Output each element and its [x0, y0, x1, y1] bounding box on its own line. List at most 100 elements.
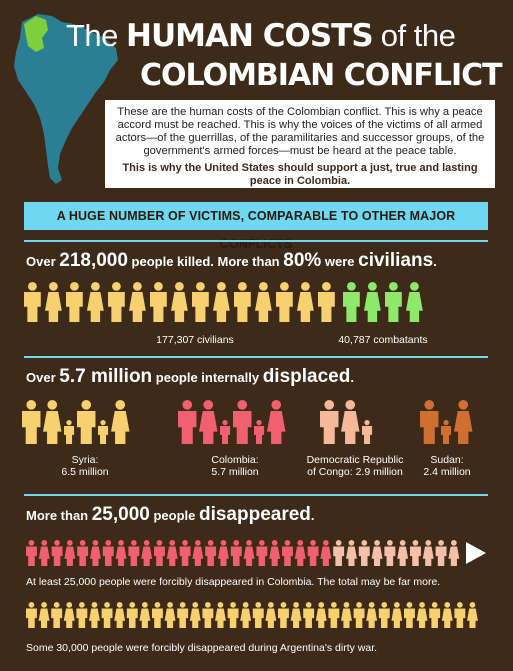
- civilian-figure: [66, 282, 83, 322]
- disappeared-figure-argentina: [441, 602, 453, 628]
- civilian-figure: [108, 282, 125, 322]
- disappeared-figure-colombia: [384, 540, 396, 566]
- south-america-shape: [14, 14, 118, 184]
- civilians-label: 177,307 civilians: [156, 334, 234, 346]
- disappeared-word: disappeared: [198, 504, 311, 525]
- civilian-figure: [171, 282, 188, 322]
- disappeared-figure-colombia: [243, 540, 255, 566]
- disappeared-figure-argentina: [467, 602, 478, 628]
- woman-figure: [267, 400, 286, 444]
- page-title-line2: COLOMBIAN CONFLICT: [140, 58, 503, 93]
- civilian-figure: [213, 282, 230, 322]
- disappeared-figure-colombia: [51, 540, 63, 566]
- disappeared-figure-colombia: [371, 540, 383, 566]
- disappeared-figure-colombia: [77, 540, 89, 566]
- disappeared-figure-colombia: [192, 540, 204, 566]
- disappeared-figure-argentina: [26, 602, 37, 628]
- colombia-label-2: 5.7 million: [211, 466, 259, 478]
- disappeared-figure-colombia: [410, 540, 421, 566]
- colombia-shape: [24, 16, 48, 52]
- civilian-figure: [129, 282, 146, 322]
- disappeared-figure-colombia: [205, 540, 217, 566]
- disappeared-figure-argentina: [152, 602, 163, 628]
- woman-figure: [341, 400, 360, 444]
- disappeared-figure-argentina: [215, 602, 226, 628]
- civilian-figure: [234, 282, 251, 322]
- colombia-label-1: Colombia:: [211, 454, 259, 466]
- disappeared-figure-colombia: [90, 540, 101, 566]
- civilian-figure: [255, 282, 272, 322]
- man-figure: [420, 400, 439, 444]
- killed-pre: Over: [26, 254, 60, 269]
- disappeared-figure-colombia: [141, 540, 153, 566]
- disappeared-figure-argentina: [353, 602, 365, 628]
- disappeared-figure-argentina: [89, 602, 100, 628]
- woman-figure: [199, 400, 218, 444]
- displaced-word: displaced: [262, 366, 351, 387]
- combatants-label: 40,787 combatants: [338, 334, 428, 346]
- disappeared-figure-argentina: [366, 602, 378, 628]
- disappeared-figure-colombia: [256, 540, 268, 566]
- disappeared-figure-colombia: [128, 540, 140, 566]
- argentina-disappeared-text: Some 30,000 people were forcibly disappe…: [26, 642, 378, 654]
- disappeared-heading: More than 25,000 people disappeared.: [26, 504, 315, 526]
- title-main: HUMAN COSTS: [126, 18, 374, 54]
- disappeared-figure-argentina: [139, 602, 151, 628]
- disappeared-figure-argentina: [328, 602, 340, 628]
- disappeared-figure-colombia: [64, 540, 76, 566]
- killed-number: 218,000: [59, 250, 128, 271]
- disappeared-figure-colombia: [166, 540, 178, 566]
- argentina-disappeared-figures: [26, 602, 478, 628]
- disappeared-figure-argentina: [177, 602, 189, 628]
- disappeared-figure-argentina: [164, 602, 176, 628]
- killed-mid2: were: [321, 254, 359, 269]
- syria-label: Syria: 6.5 million: [40, 454, 130, 478]
- combatant-figure: [364, 282, 381, 322]
- disappeared-figure-argentina: [126, 602, 138, 628]
- civilian-figure: [318, 282, 335, 322]
- man-figure: [77, 400, 96, 444]
- disappeared-figure-argentina: [416, 602, 428, 628]
- disappeared-figure-argentina: [404, 602, 415, 628]
- disappeared-figure-argentina: [76, 602, 88, 628]
- disappeared-figure-argentina: [303, 602, 315, 628]
- disappeared-figure-argentina: [114, 602, 126, 628]
- killed-end: .: [433, 254, 437, 269]
- disappeared-figure-argentina: [391, 602, 403, 628]
- disappeared-figure-colombia: [179, 540, 191, 566]
- woman-figure: [111, 400, 130, 444]
- colombia-disappeared-text: At least 25,000 people were forcibly dis…: [26, 576, 441, 588]
- title-suffix: of the: [380, 18, 456, 53]
- combatant-figure: [343, 282, 360, 322]
- combatant-figure: [385, 282, 402, 322]
- disappeared-figure-argentina: [290, 602, 302, 628]
- disappeared-figure-argentina: [454, 602, 466, 628]
- intro-body: These are the human costs of the Colombi…: [115, 106, 485, 157]
- child-figure: [220, 420, 231, 444]
- civilian-figure: [276, 282, 293, 322]
- disappeared-figure-colombia: [282, 540, 293, 566]
- civilian-figure: [87, 282, 104, 322]
- child-figure: [362, 420, 373, 444]
- disappeared-figure-argentina: [240, 602, 252, 628]
- disappeared-figure-colombia: [307, 540, 319, 566]
- disappeared-figure-argentina: [341, 602, 352, 628]
- disappeared-figure-argentina: [265, 602, 277, 628]
- divider: [24, 494, 488, 496]
- sudan-label-1: Sudan:: [430, 454, 464, 466]
- divider: [24, 240, 488, 242]
- disappeared-figure-argentina: [63, 602, 75, 628]
- displaced-heading: Over 5.7 million people internally displ…: [26, 366, 354, 388]
- civilian-figure: [150, 282, 167, 322]
- disappeared-figure-colombia: [26, 540, 37, 566]
- disappeared-figure-colombia: [294, 540, 306, 566]
- child-figure: [64, 420, 75, 444]
- colombia-disappeared-figures: [26, 540, 486, 566]
- congo-label-2: of Congo: 2.9 million: [307, 466, 403, 478]
- disappeared-figure-colombia: [346, 540, 357, 566]
- civilian-figure: [192, 282, 209, 322]
- combatant-figure: [406, 282, 423, 322]
- disappeared-figure-colombia: [435, 540, 447, 566]
- disappeared-figure-colombia: [218, 540, 229, 566]
- disappeared-figure-colombia: [230, 540, 242, 566]
